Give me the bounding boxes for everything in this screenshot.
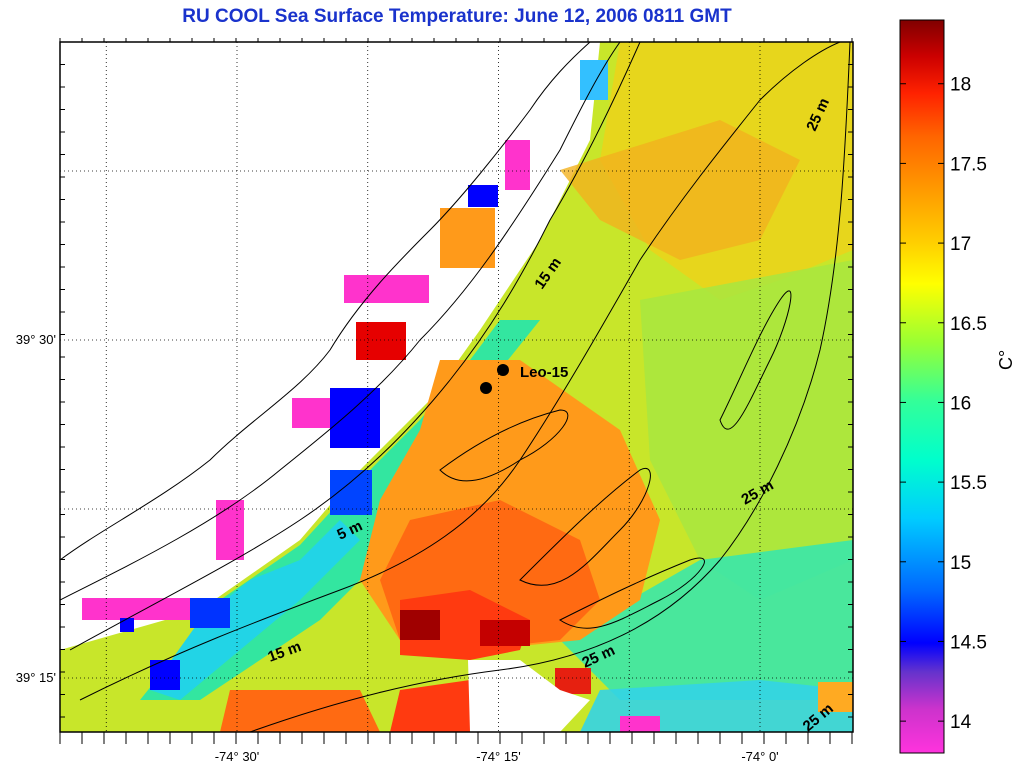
lat-tick-label: 39° 30' [16, 332, 56, 347]
colorbar-tick-label: 17.5 [950, 154, 987, 175]
colorbar-tick-label: 16 [950, 393, 971, 414]
station-marker-leo15 [497, 364, 509, 376]
bathymetry-contours [60, 42, 851, 732]
colorbar-tick-label: 15 [950, 553, 971, 574]
colorbar-tick-label: 15.5 [950, 473, 987, 494]
station-marker-2 [480, 382, 492, 394]
lon-tick-label: -74° 0' [741, 749, 778, 764]
lat-tick-label: 39° 15' [16, 670, 56, 685]
axis-tick-labels: -74° 30' -74° 15' -74° 0' 39° 30' 39° 15' [16, 332, 779, 764]
graticule [60, 42, 853, 732]
station-label-leo15: Leo-15 [520, 364, 568, 381]
colorbar-tick-label: 14 [950, 712, 972, 733]
colorbar-ticks: 14 14.5 15 15.5 16 16.5 17 17.5 18 [900, 75, 987, 733]
frame-ticks [59, 38, 853, 744]
colorbar-tick-label: 14.5 [950, 632, 987, 653]
colorbar-tick-label: 18 [950, 75, 971, 96]
lon-tick-label: -74° 15' [476, 749, 521, 764]
sst-field [60, 42, 853, 732]
colorbar-tick-label: 16.5 [950, 314, 987, 335]
colorbar [899, 19, 945, 754]
colorbar-tick-label: 17 [950, 234, 971, 255]
lon-tick-label: -74° 30' [215, 749, 260, 764]
colorbar-label: C° [996, 349, 1016, 370]
map-title: RU COOL Sea Surface Temperature: June 12… [182, 6, 732, 27]
